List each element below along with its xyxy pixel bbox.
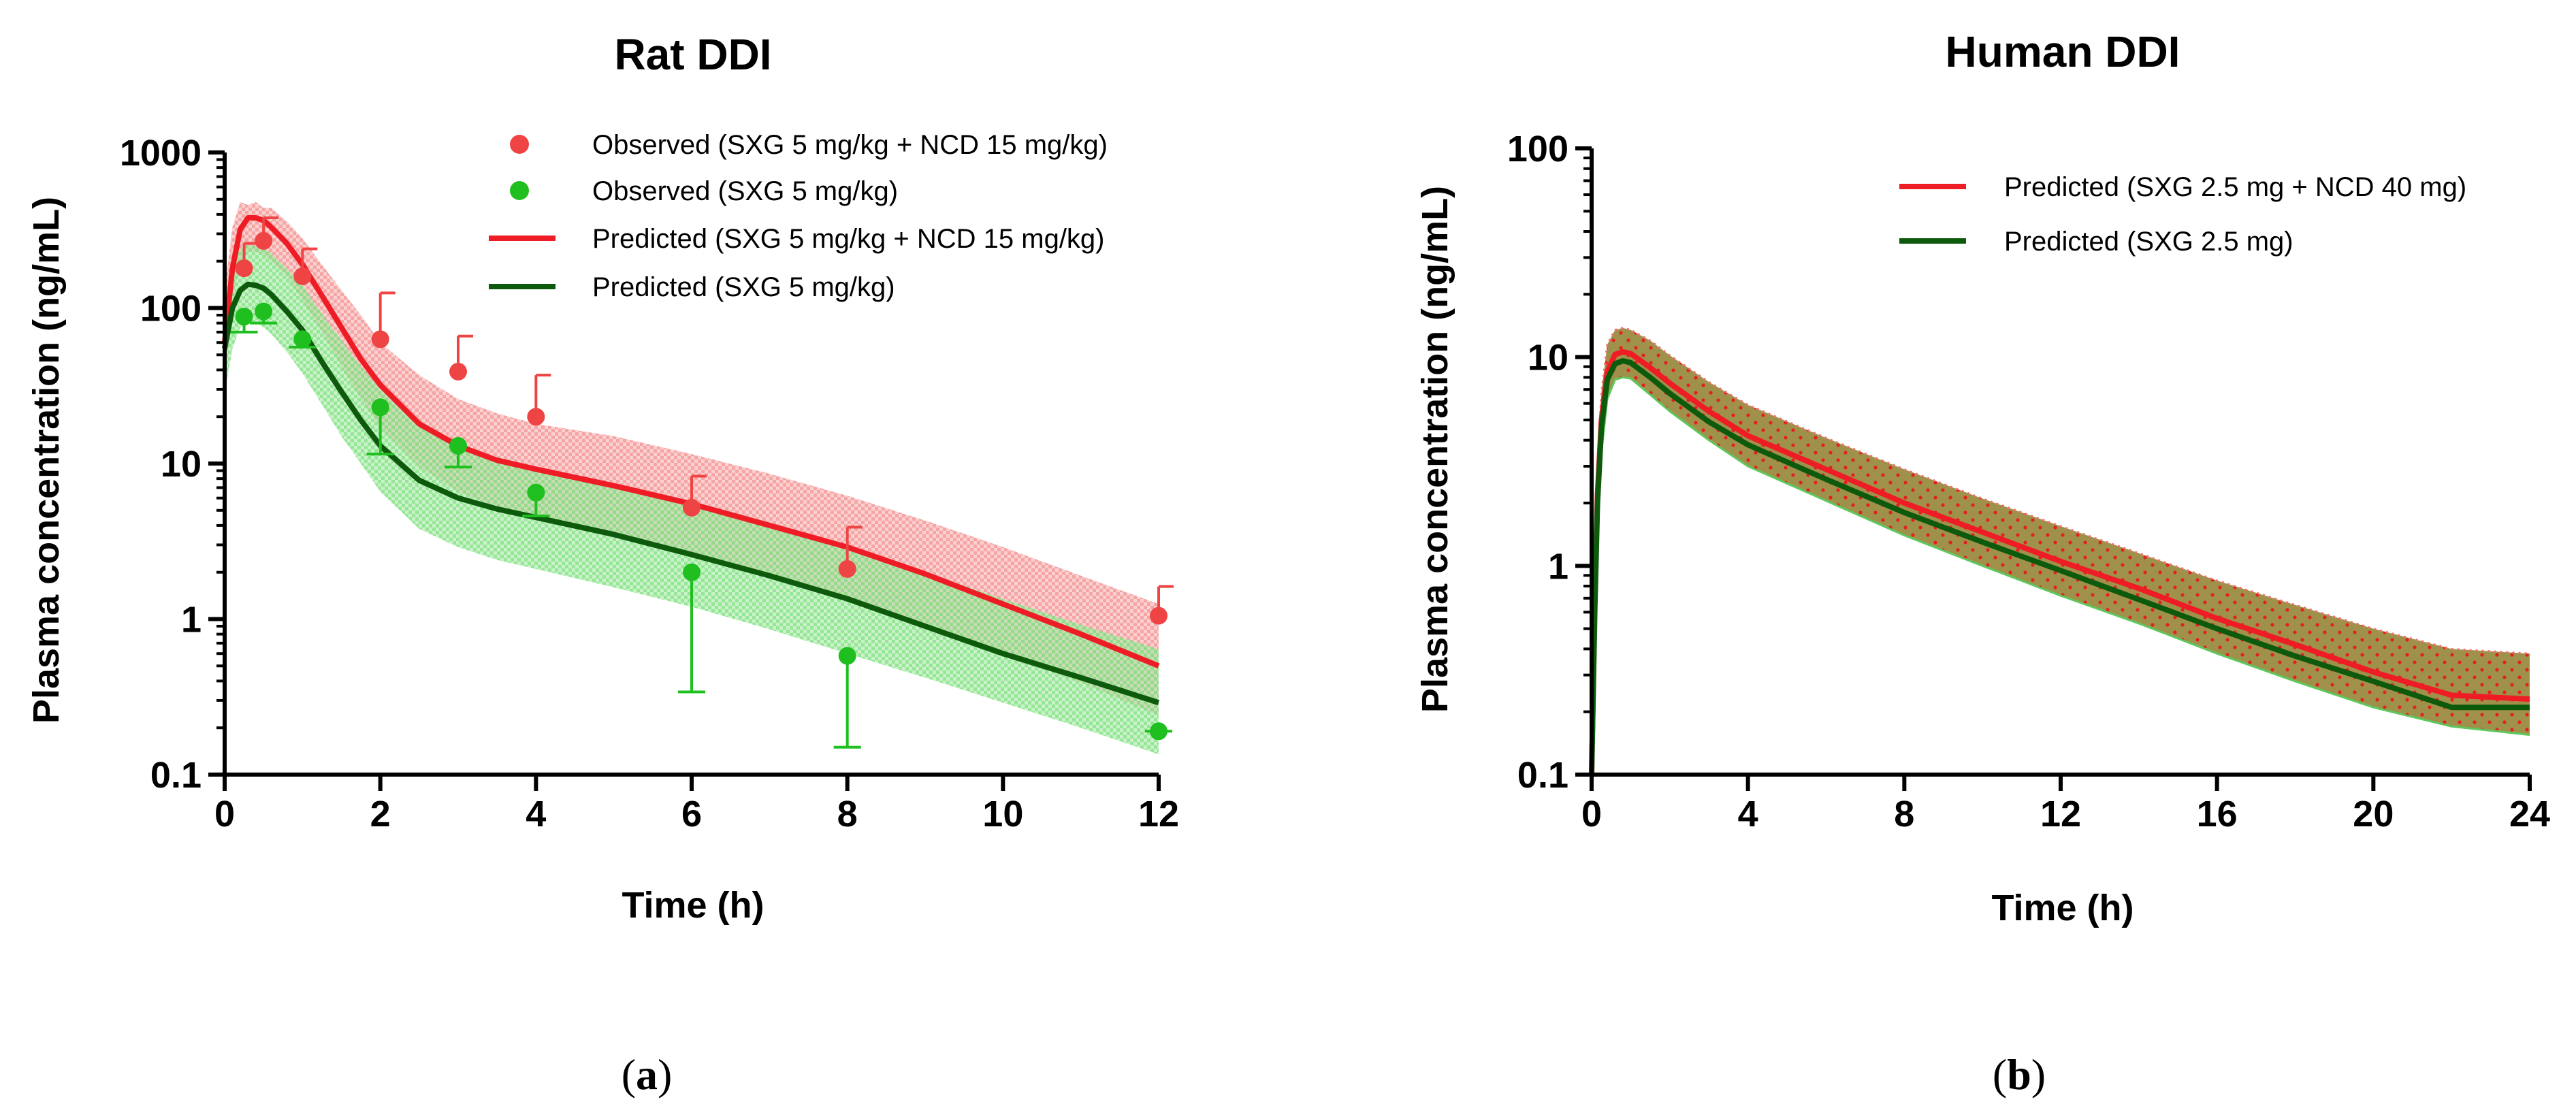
rat-observed-points <box>235 231 1168 741</box>
rat-y-tick-label: 1 <box>181 600 202 641</box>
human-y-ticks: 0.1 1 10 100 <box>1507 129 1592 796</box>
legend-label-observed-sxg: Observed (SXG 5 mg/kg) <box>592 176 898 206</box>
legend-label-predicted-combo: Predicted (SXG 5 mg/kg + NCD 15 mg/kg) <box>592 224 1105 254</box>
point-observed-sxg <box>527 483 545 502</box>
point-observed-combo <box>449 362 467 380</box>
legend-label-predicted-sxg: Predicted (SXG 5 mg/kg) <box>592 272 895 302</box>
rat-x-tick-label: 8 <box>837 794 858 834</box>
rat-x-tick-label: 2 <box>370 794 391 834</box>
human-y-tick-label: 100 <box>1507 129 1568 169</box>
legend-marker-observed-combo <box>510 135 529 154</box>
rat-x-ticks: 0 2 4 6 8 10 12 <box>214 775 1179 834</box>
rat-x-tick-label: 12 <box>1138 794 1179 834</box>
rat-chart-title: Rat DDI <box>614 30 771 79</box>
point-observed-combo <box>683 498 701 517</box>
human-x-tick-label: 8 <box>1894 794 1914 834</box>
human-ddi-panel: Human DDI Plasma concentration (ng/mL) T… <box>1415 27 2550 1099</box>
human-confidence-band <box>1590 327 2530 775</box>
legend-label-human-sxg: Predicted (SXG 2.5 mg) <box>2004 227 2293 257</box>
human-predicted-lines <box>1589 349 2530 775</box>
point-observed-sxg <box>838 647 856 665</box>
point-observed-sxg <box>371 398 389 417</box>
point-observed-sxg <box>1150 722 1168 741</box>
rat-legend: Observed (SXG 5 mg/kg + NCD 15 mg/kg) Ob… <box>489 130 1108 302</box>
line-human-sxg <box>1589 358 2530 775</box>
human-y-tick-label: 10 <box>1528 338 1568 378</box>
rat-x-tick-label: 6 <box>681 794 702 834</box>
human-x-tick-label: 16 <box>2197 794 2238 834</box>
human-x-ticks: 0 4 8 12 16 20 24 <box>1581 775 2550 834</box>
point-observed-combo <box>371 330 389 349</box>
human-x-tick-label: 4 <box>1738 794 1758 834</box>
point-observed-combo <box>255 231 273 250</box>
human-x-tick-label: 24 <box>2509 794 2550 834</box>
rat-y-ticks: 0.1 1 10 100 1000 <box>120 133 225 796</box>
human-y-tick-label: 1 <box>1548 546 1568 587</box>
human-x-axis-label: Time (h) <box>1991 888 2134 928</box>
point-observed-sxg <box>235 308 253 326</box>
rat-y-tick-label: 0.1 <box>150 755 202 796</box>
rat-x-axis-label: Time (h) <box>622 885 764 926</box>
human-x-tick-label: 20 <box>2353 794 2394 834</box>
point-observed-combo <box>293 267 312 285</box>
rat-x-tick-label: 0 <box>214 794 235 834</box>
human-y-tick-label: 0.1 <box>1517 755 1568 796</box>
point-observed-combo <box>235 259 253 278</box>
rat-x-tick-label: 10 <box>982 794 1023 834</box>
panel-b-caption: (b) <box>1993 1050 2046 1099</box>
rat-y-tick-label: 100 <box>140 289 202 329</box>
rat-y-axis-label: Plasma concentration (ng/mL) <box>26 197 67 724</box>
legend-marker-observed-sxg <box>510 181 529 200</box>
legend-label-human-combo: Predicted (SXG 2.5 mg + NCD 40 mg) <box>2004 172 2466 202</box>
human-y-axis-label: Plasma concentration (ng/mL) <box>1415 186 1455 713</box>
human-x-tick-label: 0 <box>1581 794 1602 834</box>
band-human-combo-dots <box>1592 327 2530 775</box>
panel-a-caption: (a) <box>622 1050 673 1099</box>
rat-x-tick-label: 4 <box>526 794 546 834</box>
panel-a-letter: a <box>636 1050 658 1099</box>
human-chart-title: Human DDI <box>1946 27 2180 76</box>
point-observed-combo <box>527 408 545 426</box>
rat-y-tick-label: 1000 <box>120 133 202 174</box>
point-observed-sxg <box>293 330 312 349</box>
point-observed-sxg <box>255 302 273 321</box>
rat-ddi-panel: Rat DDI Plasma concentration (ng/mL) Tim… <box>26 30 1179 1099</box>
human-legend: Predicted (SXG 2.5 mg + NCD 40 mg) Predi… <box>1899 172 2466 257</box>
point-observed-combo <box>1150 606 1168 625</box>
legend-label-observed-combo: Observed (SXG 5 mg/kg + NCD 15 mg/kg) <box>592 130 1108 160</box>
point-observed-sxg <box>683 563 701 581</box>
rat-y-tick-label: 10 <box>161 444 202 485</box>
point-observed-sxg <box>449 436 467 455</box>
human-x-tick-label: 12 <box>2040 794 2081 834</box>
point-observed-combo <box>838 560 856 578</box>
panel-b-letter: b <box>2007 1050 2031 1099</box>
